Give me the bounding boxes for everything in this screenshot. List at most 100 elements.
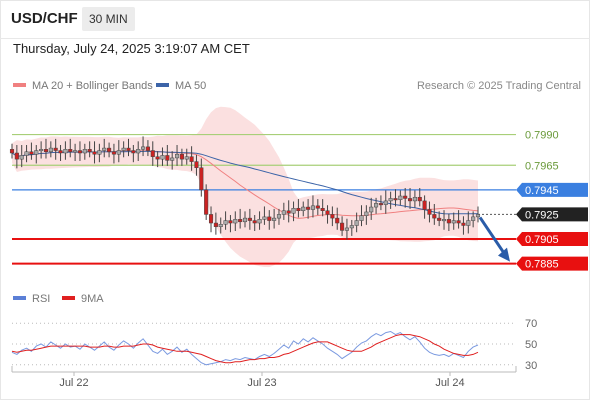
instrument-title: USD/CHF	[11, 10, 78, 27]
candle	[160, 155, 165, 160]
timestamp: Thursday, July 24, 2025 3:19:07 AM CET	[13, 41, 250, 56]
candle	[441, 219, 447, 222]
candle	[68, 149, 73, 153]
candle	[466, 220, 471, 226]
candle	[136, 149, 141, 154]
candle	[310, 205, 316, 210]
candle	[407, 198, 413, 202]
level-tag	[516, 256, 588, 271]
candle	[349, 225, 354, 229]
candle	[364, 211, 369, 216]
candle	[233, 219, 238, 224]
candle	[102, 147, 107, 151]
x-tick-label: Jul 23	[247, 377, 276, 389]
candle	[208, 214, 214, 224]
candle	[97, 150, 102, 155]
legend-9ma: 9MA	[62, 293, 104, 305]
legend-label: MA 20 + Bollinger Bands	[32, 80, 153, 92]
rsi-tick-label: 50	[525, 339, 537, 351]
candle	[48, 147, 53, 153]
candle	[354, 220, 359, 226]
candle	[9, 149, 15, 154]
candle	[291, 208, 296, 214]
forecast-arrowhead	[498, 247, 510, 262]
level-tag	[516, 182, 588, 197]
candle	[422, 200, 427, 210]
candle	[184, 156, 189, 160]
candle	[427, 209, 432, 215]
legend-label: MA 50	[175, 80, 207, 92]
legend-rsi: RSI	[13, 293, 50, 305]
level-label: 0.7990	[525, 130, 559, 142]
candle	[398, 195, 403, 200]
legend-label: 9MA	[81, 293, 104, 305]
candle	[257, 219, 262, 224]
candle	[320, 208, 325, 211]
candle	[286, 210, 291, 214]
rsi-9ma-line	[11, 334, 479, 364]
candle	[39, 149, 44, 152]
candle	[63, 149, 68, 154]
candle	[179, 153, 184, 160]
candle	[340, 222, 345, 231]
candle	[437, 217, 442, 221]
candle	[77, 150, 83, 154]
x-tick-label: Jul 24	[435, 377, 464, 389]
candle	[116, 150, 121, 155]
candle	[213, 222, 218, 227]
candle	[29, 151, 34, 155]
candle	[34, 150, 39, 155]
candle	[306, 206, 311, 210]
candle	[272, 217, 277, 221]
candle	[359, 215, 364, 221]
x-tick-label: Jul 22	[59, 377, 88, 389]
last-price-tag	[516, 207, 588, 222]
candle	[14, 152, 19, 160]
candle	[141, 146, 146, 150]
candle	[378, 203, 383, 206]
candle	[412, 196, 417, 202]
level-label: 0.7885	[525, 259, 559, 271]
candle	[53, 147, 58, 151]
candle	[330, 214, 335, 219]
legend-swatch	[13, 296, 26, 301]
candle	[369, 206, 374, 213]
candle	[92, 151, 97, 155]
candle	[150, 150, 155, 157]
candle	[174, 153, 180, 159]
candle	[228, 220, 233, 224]
candle	[388, 198, 393, 202]
candle	[335, 217, 340, 224]
candle	[24, 151, 29, 156]
level-tag	[516, 232, 588, 246]
candle	[417, 196, 422, 202]
candle	[131, 150, 136, 154]
candle	[43, 149, 49, 153]
candle	[267, 216, 272, 221]
candle	[121, 147, 126, 151]
candle	[374, 203, 379, 208]
candle	[315, 205, 320, 209]
candle	[170, 157, 175, 161]
candle	[204, 189, 209, 215]
legend-ma50: MA 50	[156, 80, 206, 92]
candle	[165, 155, 170, 161]
candle	[456, 220, 461, 224]
candle	[194, 161, 199, 168]
bollinger-band	[12, 106, 478, 268]
candle	[242, 217, 248, 223]
candle	[155, 156, 160, 160]
candle	[252, 220, 257, 224]
legend-swatch	[156, 83, 169, 88]
candle	[403, 195, 408, 199]
timeframe-button[interactable]: 30 MIN	[82, 7, 135, 31]
candle	[383, 200, 388, 205]
rsi-line	[11, 330, 479, 366]
candle	[19, 155, 24, 160]
rsi-tick-label: 30	[525, 360, 537, 372]
candle	[87, 149, 92, 153]
candle	[145, 146, 150, 151]
legend-label: RSI	[32, 293, 51, 305]
candle	[446, 219, 451, 224]
candle	[111, 151, 116, 155]
